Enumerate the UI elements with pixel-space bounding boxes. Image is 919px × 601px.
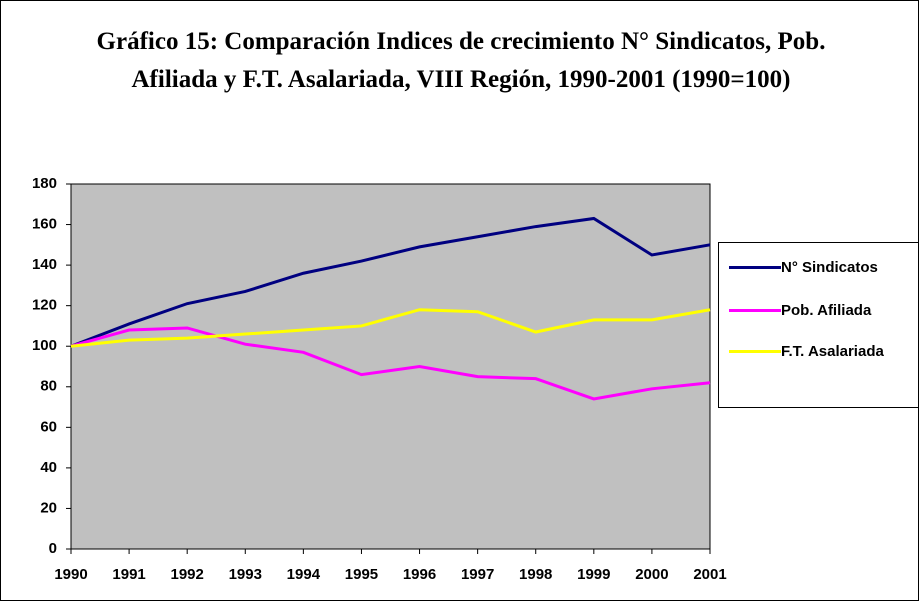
y-tick-label: 180 — [32, 175, 57, 192]
x-tick-label: 1995 — [345, 566, 378, 583]
y-tick-label: 40 — [40, 459, 57, 476]
x-tick-label: 1997 — [461, 566, 494, 583]
y-tick-label: 120 — [32, 297, 57, 314]
series-line — [70, 326, 711, 401]
legend-item: F.T. Asalariada — [729, 342, 901, 361]
y-tick-label: 20 — [40, 499, 57, 516]
legend-item: N° Sindicatos — [729, 258, 901, 277]
legend-swatch — [729, 266, 781, 269]
x-tick-label: 1999 — [577, 566, 610, 583]
legend-swatch — [729, 350, 781, 353]
x-tick-label: 2001 — [693, 566, 726, 583]
legend-label: Pob. Afiliada — [781, 302, 872, 319]
chart-title: Gráfico 15: Comparación Indices de creci… — [96, 28, 826, 93]
x-tick-label: 1990 — [54, 566, 87, 583]
plot-area — [70, 183, 711, 550]
legend: N° Sindicatos Pob. Afiliada F.T. Asalariad… — [718, 242, 918, 408]
x-tick-label: 1996 — [403, 566, 436, 583]
x-tick-label: 1993 — [229, 566, 262, 583]
x-tick-label: 2000 — [635, 566, 668, 583]
y-tick-label: 160 — [32, 216, 57, 233]
legend-label: F.T. Asalariada — [781, 343, 884, 360]
y-tick-label: 80 — [40, 378, 57, 395]
y-tick-label: 0 — [49, 540, 57, 557]
x-tick-label: 1991 — [112, 566, 145, 583]
series-line — [70, 308, 711, 348]
legend-item: Pob. Afiliada — [729, 301, 901, 320]
y-tick-label: 100 — [32, 337, 57, 354]
y-tick-label: 140 — [32, 256, 57, 273]
series-line — [70, 216, 711, 348]
y-tick-label: 60 — [40, 418, 57, 435]
x-tick-label: 1998 — [519, 566, 552, 583]
x-tick-label: 1994 — [287, 566, 321, 583]
legend-swatch — [729, 309, 781, 312]
x-tick-label: 1992 — [170, 566, 203, 583]
legend-label: N° Sindicatos — [781, 259, 878, 276]
